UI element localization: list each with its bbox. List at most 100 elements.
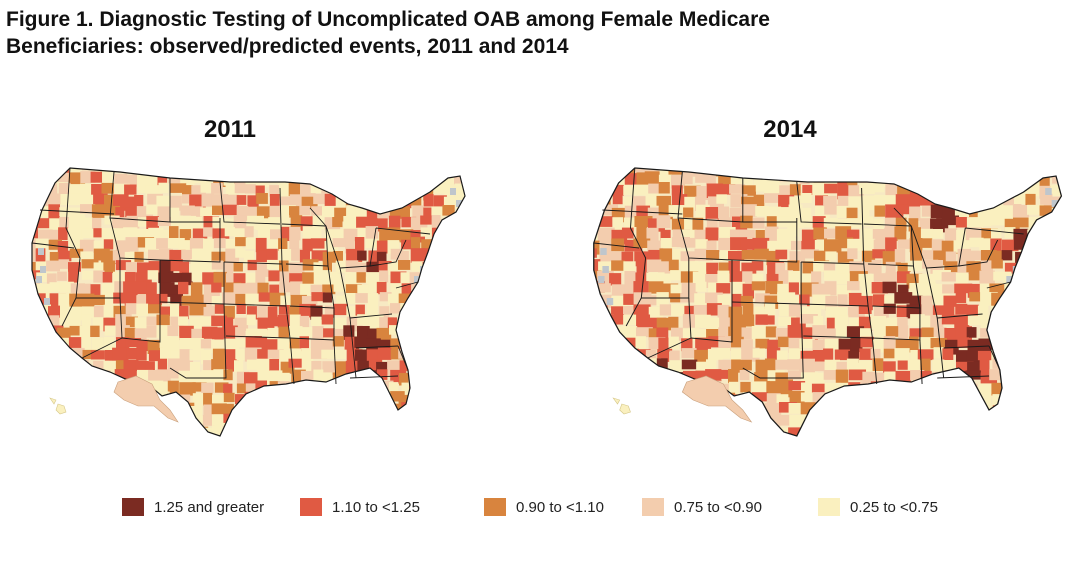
region-cell	[778, 402, 797, 413]
region-cell	[1052, 250, 1062, 263]
region-cell	[301, 196, 318, 209]
region-cell	[977, 305, 989, 317]
region-cell	[896, 305, 908, 318]
region-cell	[755, 293, 770, 303]
region-cell	[623, 306, 642, 317]
region-cell	[376, 194, 393, 205]
region-cell	[146, 204, 159, 215]
region-cell	[967, 315, 985, 326]
region-cell	[70, 425, 82, 436]
region-cell	[634, 251, 651, 267]
region-cell	[1027, 391, 1046, 402]
region-cell	[990, 250, 1002, 263]
region-cell	[811, 383, 825, 396]
region-cell	[123, 196, 135, 211]
region-cell	[930, 382, 945, 396]
region-cell	[401, 424, 418, 436]
region-cell	[897, 392, 910, 402]
region-cell	[465, 292, 470, 304]
region-cell	[814, 240, 831, 251]
region-cell	[755, 314, 768, 325]
region-cell	[718, 327, 730, 338]
region-cell	[955, 361, 974, 373]
region-cell	[365, 238, 379, 248]
region-cell	[848, 185, 864, 198]
region-cell	[919, 218, 937, 231]
region-cell	[692, 217, 704, 232]
region-cell	[236, 383, 247, 394]
region-cell	[333, 317, 347, 330]
region-cell	[659, 415, 675, 427]
region-cell	[345, 435, 360, 436]
region-cell	[445, 361, 458, 373]
region-cell	[1026, 413, 1042, 426]
region-cell	[788, 381, 806, 391]
region-cell	[68, 315, 81, 330]
no-data-cell	[40, 266, 46, 273]
region-cell	[266, 435, 283, 436]
region-cell	[80, 416, 90, 430]
region-cell	[280, 226, 291, 241]
region-cell	[930, 168, 948, 176]
region-cell	[636, 262, 649, 277]
region-cell	[837, 426, 851, 436]
region-cell	[57, 241, 69, 255]
region-cell	[368, 402, 385, 414]
region-cell	[593, 294, 600, 308]
region-cell	[908, 218, 919, 232]
region-cell	[224, 168, 238, 173]
region-cell	[69, 404, 86, 417]
region-cell	[945, 251, 957, 265]
region-cell	[93, 360, 109, 371]
region-cell	[346, 168, 360, 170]
region-cell	[894, 416, 909, 430]
region-cell	[1038, 168, 1050, 173]
region-cell	[930, 315, 944, 327]
region-cell	[433, 183, 445, 194]
region-cell	[656, 327, 669, 339]
region-cell	[1026, 316, 1045, 330]
region-cell	[423, 372, 440, 385]
region-cell	[718, 206, 730, 219]
region-cell	[431, 215, 441, 230]
region-cell	[825, 415, 838, 430]
region-cell	[1016, 361, 1031, 376]
region-cell	[1052, 171, 1062, 184]
region-cell	[401, 216, 417, 228]
region-cell	[445, 294, 462, 307]
region-cell	[310, 347, 328, 359]
region-cell	[333, 425, 347, 436]
region-cell	[882, 426, 894, 436]
region-cell	[728, 369, 739, 384]
region-cell	[834, 349, 851, 361]
region-cell	[443, 283, 460, 293]
region-cell	[157, 358, 167, 370]
region-cell	[1037, 261, 1049, 276]
region-cell	[432, 284, 442, 295]
region-cell	[989, 173, 1004, 188]
region-cell	[897, 239, 913, 249]
region-cell	[752, 217, 765, 229]
region-cell	[894, 249, 906, 263]
figure-title: Figure 1. Diagnostic Testing of Uncompli…	[6, 6, 1066, 60]
region-cell	[278, 305, 290, 315]
state-border	[986, 281, 1011, 289]
region-cell	[367, 195, 384, 210]
region-cell	[708, 336, 725, 348]
region-cell	[256, 394, 273, 407]
region-cell	[46, 273, 57, 288]
region-cell	[409, 325, 421, 337]
region-cell	[278, 326, 291, 342]
region-cell	[933, 392, 945, 406]
region-cell	[203, 238, 214, 253]
region-cell	[32, 358, 36, 368]
legend-label: 0.75 to <0.90	[674, 498, 762, 516]
region-cell	[269, 284, 280, 298]
region-cell	[751, 281, 766, 291]
region-cell	[354, 392, 370, 404]
region-cell	[837, 307, 848, 321]
region-cell	[632, 361, 647, 373]
region-cell	[211, 251, 226, 262]
region-cell	[377, 218, 388, 232]
region-cell	[656, 358, 668, 370]
